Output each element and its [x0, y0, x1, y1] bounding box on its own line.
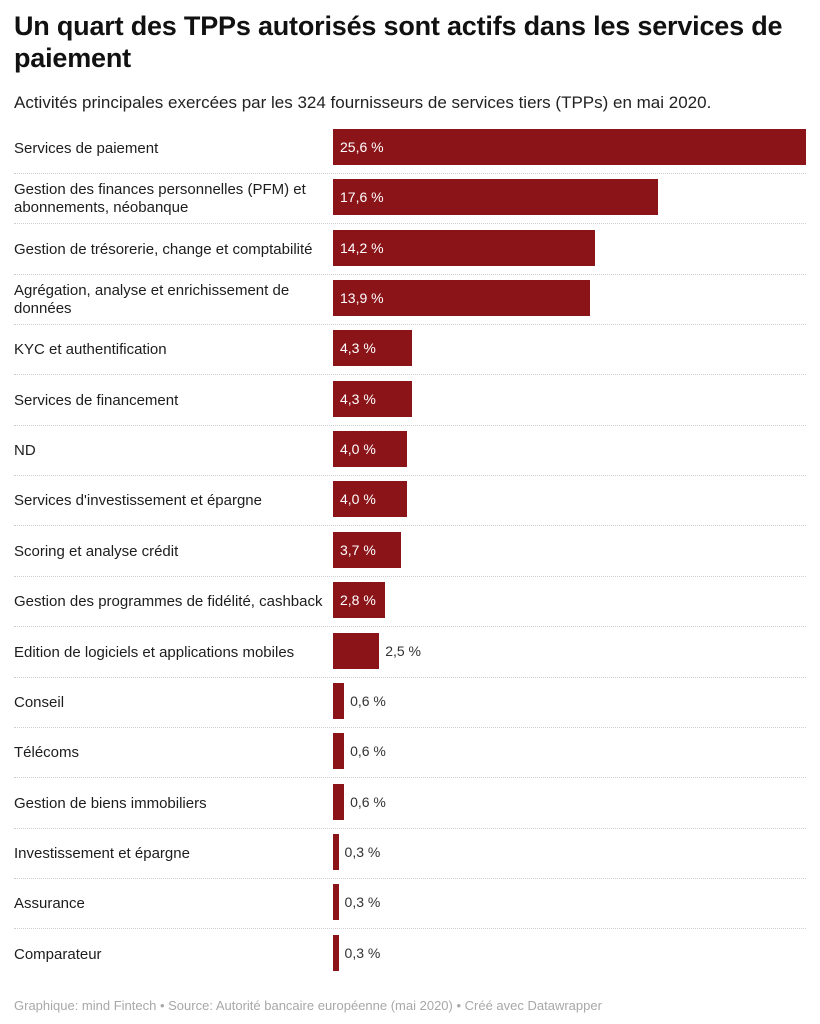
value-label: 2,8 % — [340, 592, 376, 609]
row-separator — [14, 173, 806, 174]
bar — [333, 632, 380, 669]
row-separator — [14, 324, 806, 326]
bar-chart: Services de paiement 25,6 % Gestion des fi… — [0, 124, 820, 980]
value-label: 4,0 % — [340, 441, 376, 458]
category-label: Gestion des programmes de fidélité, cash… — [14, 593, 323, 611]
row-separator — [14, 273, 806, 275]
value-label: 4,3 % — [340, 340, 376, 357]
category-label: Conseil — [14, 693, 65, 711]
chart-footer: Graphique: mind Fintech • Source: Autori… — [14, 998, 602, 1013]
category-label: Agrégation, analyse et enrichissement de… — [14, 282, 290, 318]
chart-row: Agrégation, analyse et enrichissement de… — [14, 275, 806, 326]
chart-row: Services de financement 4,3 % — [14, 376, 806, 426]
bar — [333, 431, 407, 468]
category-label: Gestion de trésorerie, change et comptab… — [14, 240, 313, 258]
value-label: 0,3 % — [344, 944, 381, 961]
value-label: 0,3 % — [344, 894, 381, 911]
value-label: 3,7 % — [340, 541, 376, 558]
row-separator — [14, 726, 806, 728]
bar — [333, 179, 659, 216]
value-label: 0,3 % — [344, 843, 381, 860]
chart-row: KYC et authentification 4,3 % — [14, 325, 806, 376]
row-separator — [14, 877, 806, 879]
row-separator — [14, 475, 806, 477]
category-label: Assurance — [14, 895, 85, 913]
category-label: Services de paiement — [14, 140, 159, 157]
bar — [333, 733, 345, 770]
bar — [333, 330, 413, 367]
bar — [333, 531, 402, 568]
chart-row: ND 4,0 % — [14, 426, 806, 477]
row-separator — [14, 223, 806, 225]
chart-row: Scoring et analyse crédit 3,7 % — [14, 527, 806, 577]
chart-title: Un quart des TPPs autorisés sont actifs … — [14, 11, 783, 73]
chart-row: Assurance 0,3 % — [14, 879, 806, 930]
bar — [333, 884, 339, 921]
category-label: Télécoms — [14, 744, 80, 762]
value-label: 25,6 % — [340, 139, 384, 155]
row-separator — [14, 676, 806, 678]
row-separator — [14, 626, 806, 628]
row-separator — [14, 525, 806, 527]
category-label: Investissement et épargne — [14, 844, 190, 862]
chart-row: Gestion de trésorerie, change et comptab… — [14, 225, 806, 275]
value-label: 4,3 % — [340, 390, 376, 407]
category-label: Edition de logiciels et applications mob… — [14, 643, 295, 661]
chart-row: Gestion des finances personnelles (PFM) … — [14, 174, 806, 225]
value-label: 0,6 % — [350, 743, 386, 760]
value-label: 0,6 % — [350, 692, 386, 709]
bar — [333, 229, 596, 266]
bar — [333, 833, 339, 870]
chart-row: Comparateur 0,3 % — [14, 930, 806, 980]
value-label: 17,6 % — [340, 189, 384, 206]
chart-row: Services de paiement 25,6 % — [14, 124, 806, 174]
value-label: 4,0 % — [340, 491, 376, 508]
chart-row: Gestion de biens immobiliers 0,6 % — [14, 779, 806, 829]
row-separator — [14, 575, 806, 577]
chart-row: Services d'investissement et épargne 4,0 … — [14, 476, 806, 527]
value-label: 0,6 % — [350, 793, 386, 810]
value-label: 2,5 % — [385, 642, 421, 659]
row-separator — [14, 777, 806, 779]
chart-row: Télécoms 0,6 % — [14, 728, 806, 779]
category-label: Services d'investissement et épargne — [14, 492, 262, 510]
category-label: ND — [14, 442, 36, 460]
row-separator — [14, 424, 806, 426]
category-label: Comparateur — [14, 945, 102, 963]
chart-row: Gestion des programmes de fidélité, cash… — [14, 577, 806, 628]
row-separator — [14, 827, 806, 829]
row-separator — [14, 928, 806, 930]
chart-subtitle: Activités principales exercées par les 3… — [14, 93, 712, 112]
chart-row: Conseil 0,6 % — [14, 678, 806, 728]
value-label: 14,2 % — [340, 239, 384, 256]
bar — [333, 380, 413, 417]
bar — [333, 481, 407, 518]
category-label: Gestion de biens immobiliers — [14, 794, 207, 812]
chart-row: Investissement et épargne 0,3 % — [14, 829, 806, 879]
chart-row: Edition de logiciels et applications mob… — [14, 628, 806, 678]
bar — [333, 682, 345, 719]
row-separator — [14, 374, 806, 376]
value-label: 13,9 % — [340, 290, 384, 307]
bar — [333, 582, 385, 619]
bar — [333, 783, 345, 820]
bar — [333, 280, 590, 317]
category-label: Gestion des finances personnelles (PFM) … — [14, 181, 306, 217]
category-label: KYC et authentification — [14, 341, 167, 359]
bar — [333, 934, 339, 971]
category-label: Scoring et analyse crédit — [14, 542, 179, 560]
category-label: Services de financement — [14, 391, 179, 409]
bar — [333, 129, 806, 165]
